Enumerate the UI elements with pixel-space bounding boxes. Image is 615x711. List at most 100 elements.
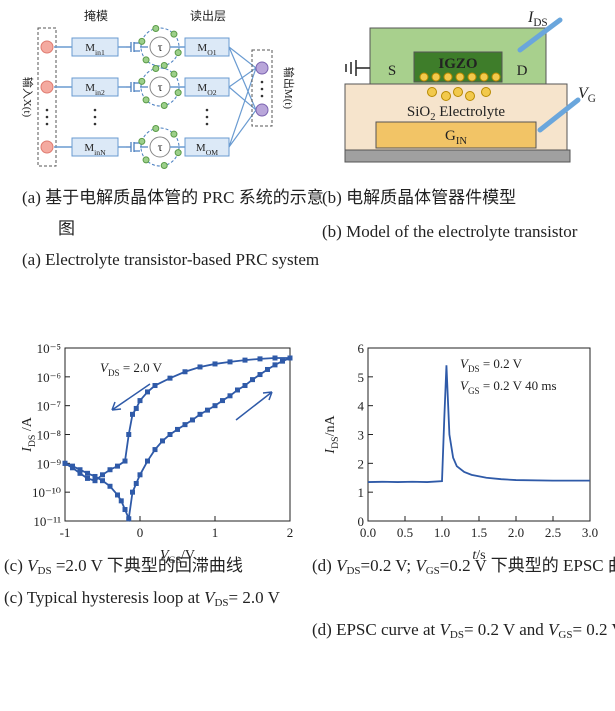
marker [183, 369, 188, 374]
virtual-node [139, 78, 145, 84]
marker [190, 417, 195, 422]
x-tick-label: 0 [137, 525, 144, 540]
marker [205, 408, 210, 413]
ellipsis-dot [46, 109, 49, 112]
marker [138, 398, 143, 403]
output-node [256, 104, 268, 116]
substrate [345, 150, 570, 162]
annotation: VGS = 0.2 V 40 ms [460, 378, 557, 396]
virtual-node [143, 157, 149, 163]
y-axis-label: IDS /A [20, 416, 38, 453]
ellipsis-dot [206, 123, 209, 126]
marker [228, 393, 233, 398]
caption-b-cn: (b) 电解质晶体管器件模型 [322, 182, 615, 213]
annotation-part: = 0.2 V 40 ms [480, 378, 557, 393]
electron [480, 73, 488, 81]
marker [258, 372, 263, 377]
marker [168, 376, 173, 381]
y-axis-label: IDS/nA [323, 415, 341, 455]
marker [85, 471, 90, 476]
marker [126, 516, 131, 521]
ellipsis-dot [261, 81, 264, 84]
ellipsis-dot [206, 116, 209, 119]
annotation-part: GS [468, 386, 480, 396]
output-label-part: M [197, 82, 207, 94]
marker [153, 383, 158, 388]
caption-part: (b) 电解质晶体管器件模型 [322, 188, 516, 207]
caption-part: = 0.2 V [572, 620, 615, 639]
electron [444, 73, 452, 81]
virtual-node [161, 103, 167, 109]
y-tick-label: 1 [358, 485, 365, 500]
caption-part: GS [558, 629, 572, 641]
virtual-node [153, 25, 159, 31]
plot-frame [65, 348, 290, 521]
caption-part: (c) Typical hysteresis loop at [4, 588, 204, 607]
ellipsis-dot [46, 116, 49, 119]
readout-header: 读出层 [190, 9, 226, 23]
output-label-part: O1 [207, 48, 217, 57]
gate-label-part: IN [456, 136, 467, 147]
marker [235, 387, 240, 392]
output-node [256, 62, 268, 74]
ids-label-part: DS [533, 17, 547, 29]
y-tick-label: 10⁻¹¹ [33, 514, 61, 529]
caption-part: (a) 基于电解质晶体管的 PRC 系统的示意图 [22, 188, 324, 238]
caption-part: V [27, 556, 37, 575]
ellipsis-dot [261, 95, 264, 98]
x-tick-label: 2.5 [545, 525, 561, 540]
mask-header: 掩模 [84, 9, 108, 23]
gate-label-part: G [445, 128, 456, 144]
caption-part: =0.2 V 下典型的 EPSC 曲线 [440, 556, 615, 575]
mask-label-part: M [85, 42, 95, 54]
ellipsis-dot [94, 123, 97, 126]
marker [145, 389, 150, 394]
caption-a-cn: (a) 基于电解质晶体管的 PRC 系统的示意图 [22, 182, 328, 244]
caption-b-en: (b) Model of the electrolyte transistor [322, 216, 615, 247]
caption-part: (d) EPSC curve at [312, 620, 439, 639]
output-label: 输出M(t) [282, 67, 296, 109]
annotation: VDS = 0.2 V [460, 356, 523, 374]
y-tick-label: 4 [358, 399, 365, 414]
y-tick-label: 10⁻⁸ [37, 428, 62, 443]
caption-part: DS [450, 629, 464, 641]
transistor-symbol [126, 82, 148, 92]
caption-part: V [204, 588, 214, 607]
marker [63, 461, 68, 466]
x-tick-label: 3.0 [582, 525, 598, 540]
caption-part: V [336, 556, 346, 575]
caption-part: V [415, 556, 425, 575]
transistor-symbol [126, 42, 148, 52]
annotation-part: DS [468, 364, 480, 374]
marker [145, 459, 150, 464]
cation [482, 88, 491, 97]
ellipsis-dot [94, 109, 97, 112]
input-node [41, 81, 53, 93]
annotation-part: = 2.0 V [120, 360, 163, 375]
caption-part: (d) [312, 556, 336, 575]
marker [250, 377, 255, 382]
virtual-node [175, 50, 181, 56]
mask-label-part: inN [94, 148, 106, 157]
virtual-node [153, 125, 159, 131]
output-label-part: O2 [207, 88, 217, 97]
mask-label-part: in1 [95, 48, 105, 57]
annotation: VDS = 2.0 V [100, 360, 163, 378]
marker [70, 465, 75, 470]
vg-label: VG [578, 85, 596, 105]
marker [228, 359, 233, 364]
x-tick-label: 1.0 [434, 525, 450, 540]
y-tick-label: 10⁻¹⁰ [32, 485, 61, 500]
caption-d-cn: (d) VDS=0.2 V; VGS=0.2 V 下典型的 EPSC 曲线 [312, 550, 615, 581]
y-tick-label: 3 [358, 428, 365, 443]
marker [134, 406, 139, 411]
marker [160, 438, 165, 443]
virtual-node [153, 65, 159, 71]
annotation-part: = 0.2 V [480, 356, 523, 371]
marker [126, 432, 131, 437]
x-tick-label: 0.5 [397, 525, 413, 540]
electrolyte-label-part: Electrolyte [436, 104, 506, 120]
marker [108, 484, 113, 489]
marker [119, 498, 124, 503]
cation [454, 88, 463, 97]
